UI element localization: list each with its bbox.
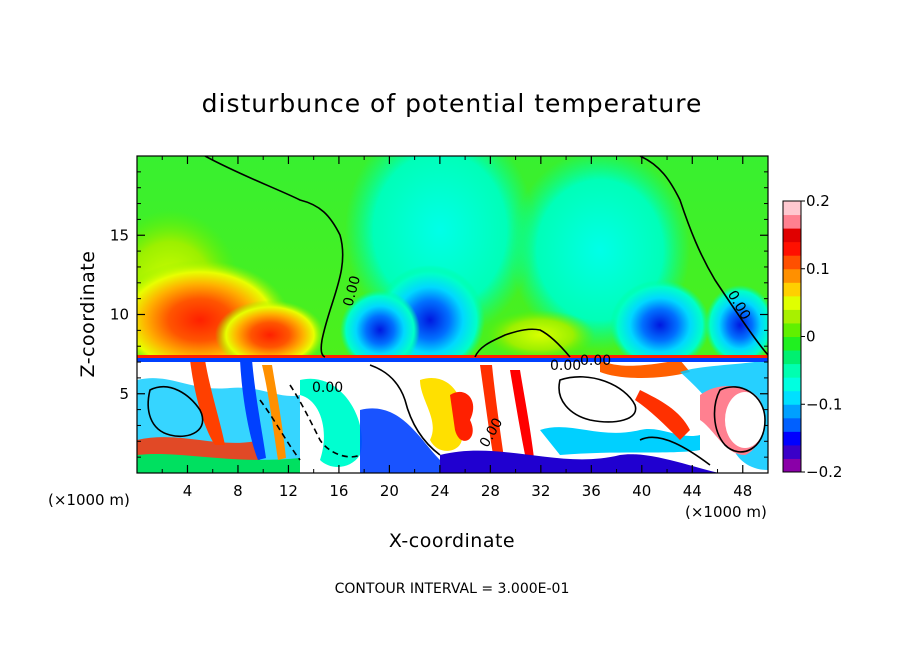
colorbar-swatch (783, 377, 801, 392)
colorbar-tick-label: 0.2 (806, 192, 830, 210)
colorbar-tick-label: 0.1 (806, 260, 830, 278)
x-axis: 4 8 12 16 20 24 28 32 36 40 44 48 (161, 156, 752, 500)
lower-turbulent-layer (137, 355, 768, 473)
contour-loop (713, 386, 766, 453)
colorbar-swatch (783, 309, 801, 324)
contour-label: 0.00 (312, 380, 343, 396)
contour-zero-right (639, 156, 768, 356)
colorbar-swatch (783, 228, 801, 243)
x-tick-label: 40 (632, 482, 651, 500)
contour-loop (147, 385, 204, 437)
x-tick-label: 32 (531, 482, 550, 500)
colorbar-tick-label: −0.1 (806, 395, 842, 413)
contour-label: 0.00 (340, 274, 364, 308)
colorbar-swatch (783, 390, 801, 405)
y-axis: 5 10 15 (110, 171, 768, 458)
contour-line (639, 436, 711, 466)
contour-label: 0.00 (550, 358, 581, 374)
colorbar-tick-label: 0 (806, 328, 816, 346)
x-tick-label: 20 (380, 482, 399, 500)
contour-line (369, 364, 441, 456)
colorbar-swatch (783, 458, 801, 473)
y-axis-label: Z-coordinate (77, 251, 99, 378)
y-tick-label: 10 (110, 306, 129, 324)
contour-label: 0.00 (580, 353, 611, 369)
colorbar-swatch (783, 363, 801, 378)
heatmap-field: 0.00 0.00 0.00 0.00 0.00 0.00 (137, 156, 768, 473)
contour-lines (147, 156, 768, 466)
contour-negative (259, 399, 301, 461)
colorbar-swatch (783, 404, 801, 419)
y-tick-label: 15 (110, 226, 129, 244)
colorbar-swatch (783, 336, 801, 351)
colorbar-swatch (783, 214, 801, 229)
x-tick-label: 28 (481, 482, 500, 500)
colorbar: 0.2 0.1 0 −0.1 −0.2 (782, 192, 842, 481)
x-unit-left: (×1000 m) (48, 491, 130, 509)
colorbar-swatch (783, 268, 801, 283)
x-tick-label: 44 (683, 482, 702, 500)
chart-title: disturbunce of potential temperature (202, 89, 703, 118)
x-tick-label: 4 (183, 482, 193, 500)
colorbar-swatch (783, 444, 801, 459)
colorbar-swatch (783, 255, 801, 270)
x-tick-label: 12 (279, 482, 298, 500)
contour-zero-left (204, 156, 344, 358)
contour-zero-center (474, 328, 571, 358)
contour-negative (289, 384, 361, 458)
contour-loop (558, 376, 637, 423)
colorbar-swatch (783, 201, 801, 216)
colorbar-swatch (783, 417, 801, 432)
colorbar-swatch (783, 282, 801, 297)
x-tick-label: 48 (733, 482, 752, 500)
colorbar-swatch (783, 241, 801, 256)
colorbar-tick-label: −0.2 (806, 463, 842, 481)
x-unit-right: (×1000 m) (685, 503, 767, 521)
y-tick-label: 5 (119, 385, 129, 403)
x-tick-label: 8 (233, 482, 243, 500)
x-axis-label: X-coordinate (389, 530, 515, 552)
contour-interval-note: CONTOUR INTERVAL = 3.000E-01 (335, 581, 570, 597)
colorbar-swatch (783, 350, 801, 365)
colorbar-swatch (783, 322, 801, 337)
colorbar-swatch (783, 431, 801, 446)
x-tick-label: 36 (582, 482, 601, 500)
x-tick-label: 24 (430, 482, 449, 500)
colorbar-swatch (783, 295, 801, 310)
x-tick-label: 16 (329, 482, 348, 500)
